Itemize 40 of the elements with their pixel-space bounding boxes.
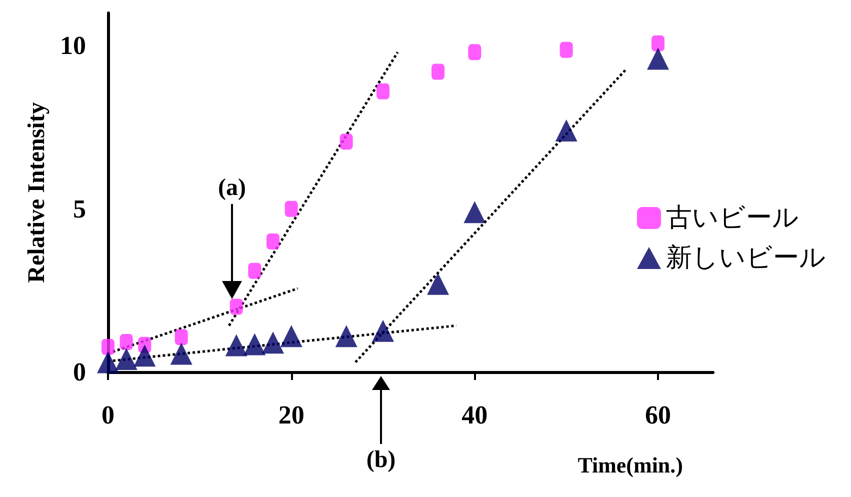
point <box>134 344 156 367</box>
point <box>225 334 248 356</box>
point <box>555 119 578 142</box>
point <box>464 201 486 224</box>
annotation: (a) <box>218 175 246 201</box>
point <box>115 348 138 370</box>
x-axis-title: Time(min.) <box>578 452 683 478</box>
point <box>560 42 573 58</box>
point <box>432 64 444 80</box>
point <box>266 233 280 250</box>
point <box>170 342 192 365</box>
x-tick-label: 0 <box>102 400 114 430</box>
legend-label: 新しいビール <box>666 243 826 273</box>
point <box>230 298 243 315</box>
point <box>248 262 262 279</box>
point <box>120 334 133 350</box>
point <box>340 134 353 150</box>
legend-label: 古いビール <box>666 203 799 233</box>
point <box>97 351 119 374</box>
x-tick-label: 20 <box>278 400 304 430</box>
point <box>652 35 664 52</box>
point <box>647 48 669 70</box>
point <box>262 332 284 354</box>
point <box>372 320 394 342</box>
y-tick-label: 10 <box>60 31 86 60</box>
y-axis-title: Relative Intensity <box>24 102 50 283</box>
point <box>427 272 449 295</box>
point <box>376 83 390 100</box>
point <box>335 325 358 348</box>
point <box>280 325 302 348</box>
text: (b) <box>366 447 396 473</box>
x-tick-label: 60 <box>645 400 671 430</box>
y-tick-label: 0 <box>73 358 86 386</box>
point <box>174 329 188 346</box>
y-tick-label: 5 <box>73 194 86 224</box>
point <box>284 200 298 217</box>
point <box>468 44 482 60</box>
x-tick-label: 40 <box>462 400 488 430</box>
point <box>244 333 266 356</box>
point <box>102 338 114 355</box>
